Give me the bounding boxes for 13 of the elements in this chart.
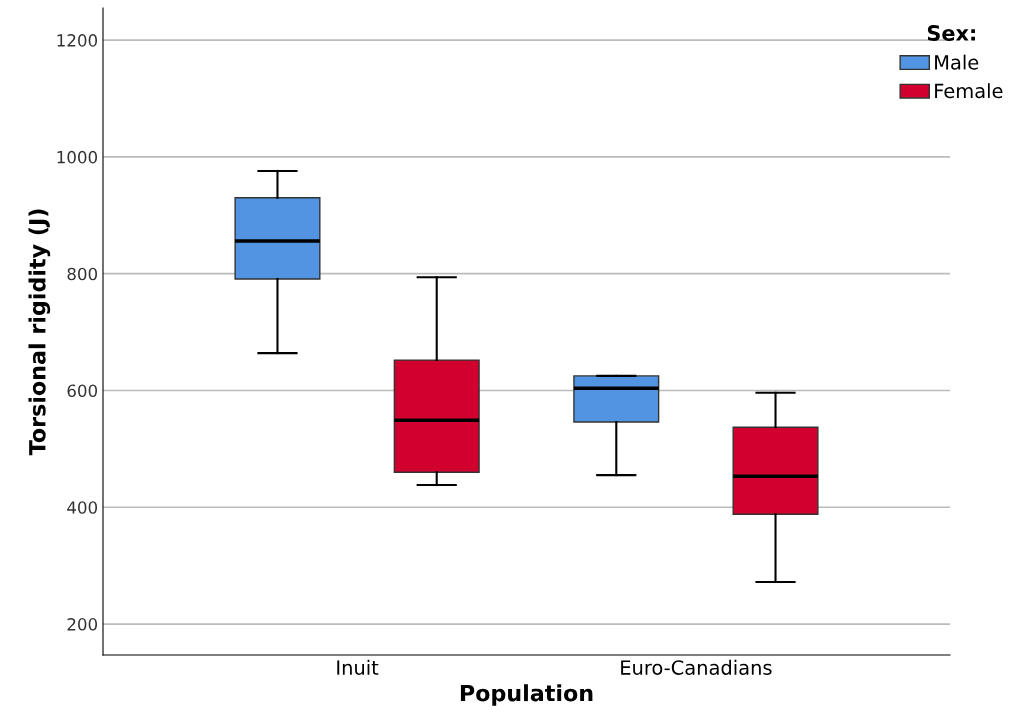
legend-label: Male (935, 54, 979, 70)
x-tick-label: Inuit (337, 659, 379, 675)
y-tick-label: 800 (67, 267, 98, 281)
legend-title: Sex: (927, 25, 975, 41)
y-tick-label: 200 (67, 618, 98, 631)
y-tick-label: 400 (67, 501, 98, 514)
x-tick-label: Euro-Canadians (621, 659, 772, 675)
legend-label: Female (935, 83, 1003, 99)
y-tick-label: 1200 (57, 34, 98, 47)
y-axis-title: Torsional rigidity (J) (28, 209, 51, 456)
y-tick-label: 1000 (57, 150, 98, 164)
x-axis-title: Population (460, 684, 593, 706)
y-tick-label: 600 (67, 384, 98, 398)
